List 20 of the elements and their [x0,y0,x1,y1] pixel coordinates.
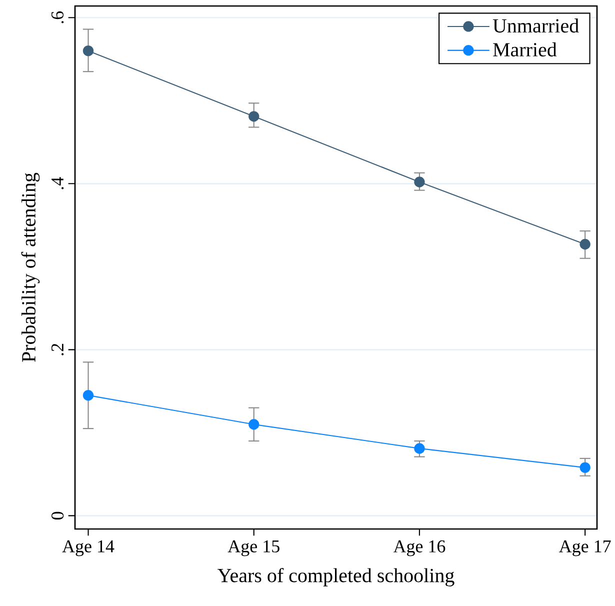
legend-label: Married [493,42,557,56]
y-tick-label: .4 [52,177,64,190]
y-tick-label: .6 [51,11,64,24]
x-axis-title: Years of completed schooling [218,568,454,586]
point [580,462,590,473]
y-axis-title: Probability of attending [21,172,40,362]
y-tick-label: .2 [51,344,64,356]
point [414,443,425,454]
x-tick-label: Age 15 [228,540,280,556]
x-tick-label: Age 17 [558,540,611,556]
point [248,111,260,122]
x-tick-label: Age 16 [393,540,446,556]
point [414,176,425,188]
legend-label: Unmarried [492,18,579,33]
x-tick-label: Age 14 [62,540,114,556]
point [248,419,260,430]
y-tick-label: 0 [51,512,64,520]
point [82,45,94,56]
point [580,238,590,250]
point [82,390,94,401]
